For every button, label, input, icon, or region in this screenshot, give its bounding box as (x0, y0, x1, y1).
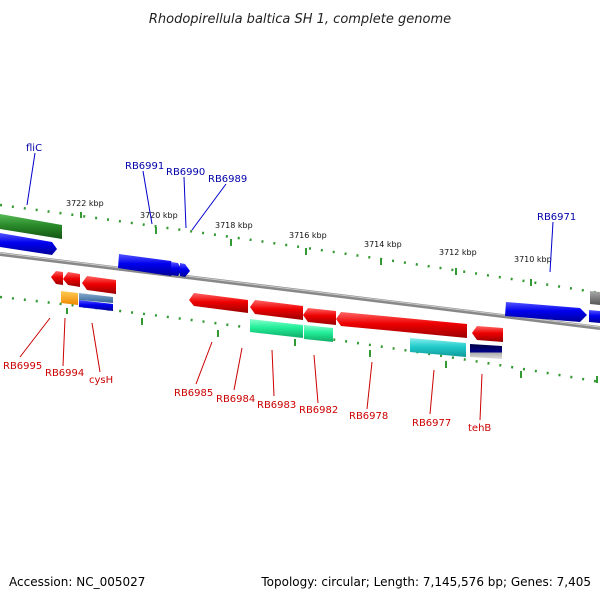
gene-rb6982-mint[interactable] (304, 325, 333, 342)
gene-rb6978[interactable] (336, 312, 467, 338)
gene-cysh[interactable] (82, 276, 116, 294)
label-flic[interactable]: fliC (26, 143, 42, 154)
gene-rb6991[interactable] (118, 254, 175, 276)
gene-flic[interactable] (0, 214, 62, 239)
gene-rb6990[interactable] (171, 262, 182, 276)
reverse-label-group (19, 317, 483, 421)
gene-rb6995-a[interactable] (51, 271, 63, 285)
gene-edge-right[interactable] (590, 291, 600, 305)
label-cysh[interactable]: cysH (89, 375, 113, 386)
label-rb6983[interactable]: RB6983 (257, 400, 296, 411)
label-rb6977[interactable]: RB6977 (412, 418, 451, 429)
label-rb6982[interactable]: RB6982 (299, 405, 338, 416)
accession-text: Accession: NC_005027 (9, 575, 145, 589)
label-rb6971[interactable]: RB6971 (537, 212, 576, 223)
reverse-genes (51, 271, 503, 359)
label-rb6989[interactable]: RB6989 (208, 174, 247, 185)
gene-rb6983[interactable] (250, 319, 303, 338)
forward-genes (0, 214, 600, 323)
gene-rb6989[interactable] (180, 263, 190, 277)
scale-labels: 3722 kbp 3720 kbp 3718 kbp 3716 kbp 3714… (66, 199, 552, 264)
gene-rb6982[interactable] (303, 308, 336, 325)
scale-label: 3712 kbp (439, 248, 477, 257)
scale-label: 3722 kbp (66, 199, 104, 208)
map-title: Rhodopirellula baltica SH 1, complete ge… (149, 12, 451, 27)
gene-rb6985[interactable] (189, 293, 248, 313)
forward-label-group (26, 152, 554, 273)
gene-rb6995-b[interactable] (63, 272, 80, 287)
gene-rb6984[interactable] (250, 300, 303, 320)
gene-rb6971[interactable] (505, 302, 587, 322)
gene-tehb-red[interactable] (472, 326, 503, 342)
gene-cysh-blue[interactable] (79, 300, 113, 311)
scale-label: 3718 kbp (215, 221, 253, 230)
gene-edge-right-blue[interactable] (589, 310, 600, 323)
major-ticks-upper (80, 212, 532, 286)
gene-flic-overlap[interactable] (0, 233, 57, 255)
label-rb6985[interactable]: RB6985 (174, 388, 213, 399)
label-rb6995[interactable]: RB6995 (3, 361, 42, 372)
scale-label: 3720 kbp (140, 211, 178, 220)
gene-cysh-steel[interactable] (79, 293, 113, 303)
upper-tick-arc (0, 203, 600, 295)
label-rb6978[interactable]: RB6978 (349, 411, 388, 422)
label-tehb[interactable]: tehB (468, 423, 491, 434)
label-rb6991[interactable]: RB6991 (125, 161, 164, 172)
label-rb6990[interactable]: RB6990 (166, 167, 205, 178)
scale-label: 3714 kbp (364, 240, 402, 249)
major-ticks-lower (66, 308, 598, 383)
scale-label: 3710 kbp (514, 255, 552, 264)
label-rb6994[interactable]: RB6994 (45, 368, 84, 379)
genome-summary-text: Topology: circular; Length: 7,145,576 bp… (260, 575, 591, 589)
gene-tehb[interactable] (470, 344, 502, 359)
label-rb6984[interactable]: RB6984 (216, 394, 255, 405)
gene-rb6994-orange[interactable] (61, 291, 78, 305)
scale-label: 3716 kbp (289, 231, 327, 240)
gene-rb6977[interactable] (410, 338, 466, 357)
